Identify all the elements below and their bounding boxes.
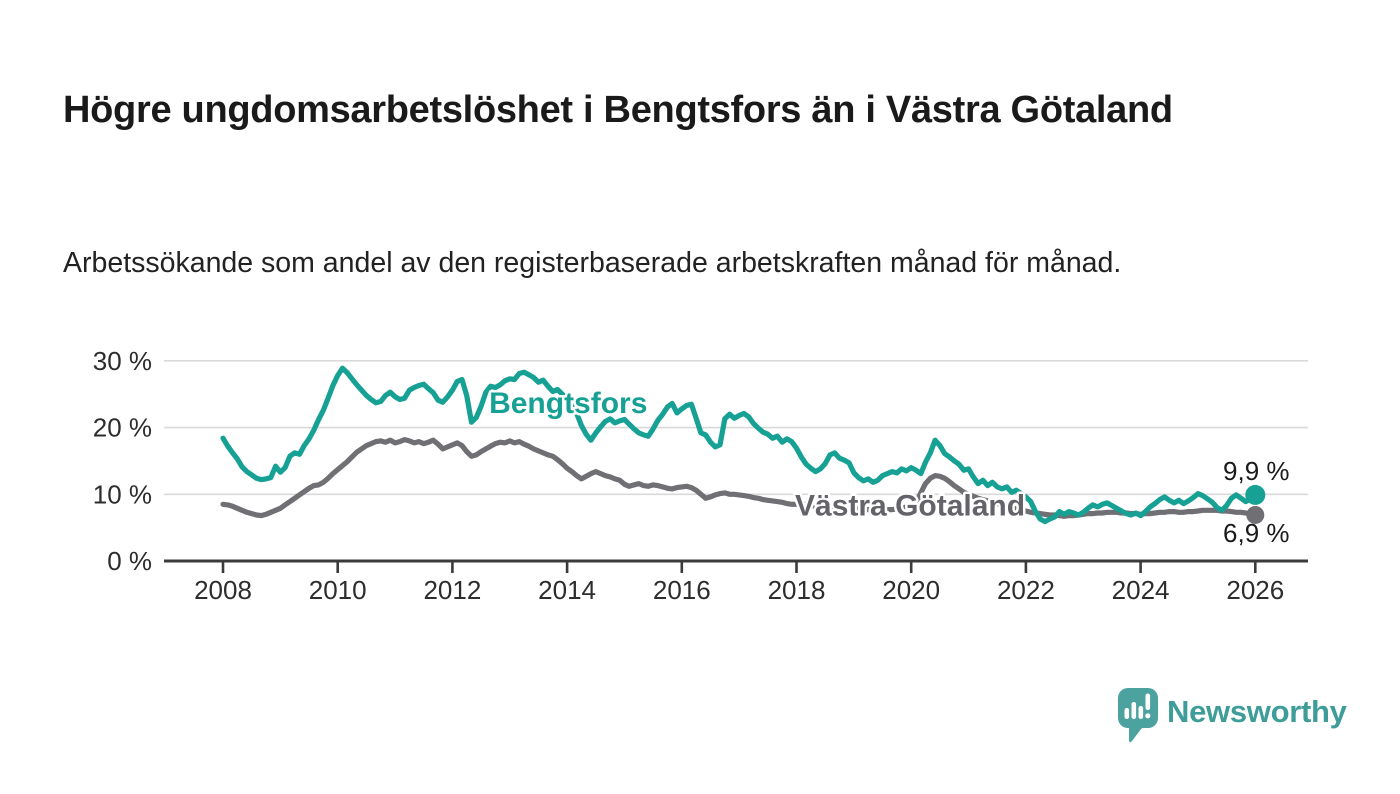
end-dot-vastra-gotaland (1246, 505, 1265, 524)
chart-title: Högre ungdomsarbetslöshet i Bengtsfors ä… (63, 89, 1173, 132)
x-tick-label: 2012 (423, 575, 481, 605)
x-tick-label: 2016 (653, 575, 711, 605)
series-label-vastra-gotaland: Västra Götaland (795, 489, 1025, 522)
x-tick-label: 2020 (882, 575, 940, 605)
x-tick-label: 2018 (768, 575, 826, 605)
y-tick-label: 30 % (93, 346, 152, 376)
end-value-label-vastra-gotaland: 6,9 % (1223, 518, 1290, 548)
x-tick-label: 2024 (1112, 575, 1170, 605)
end-dot-bengtsfors (1245, 484, 1266, 505)
logo-exclamation-bar (1145, 693, 1151, 710)
y-tick-label: 10 % (93, 479, 152, 509)
logo-bar-2 (1131, 702, 1137, 719)
y-tick-label: 20 % (93, 413, 152, 443)
logo-bar-1 (1124, 708, 1130, 719)
chart-subtitle: Arbetssökande som andel av den registerb… (63, 246, 1122, 279)
series-line-bengtsfors (220, 365, 1258, 525)
brand-wordmark: Newsworthy (1167, 694, 1347, 729)
newsworthy-logo-icon (1118, 688, 1158, 743)
x-tick-label: 2026 (1226, 575, 1284, 605)
x-tick-label: 2014 (538, 575, 596, 605)
logo-exclamation-dot (1145, 713, 1151, 719)
x-tick-label: 2008 (194, 575, 252, 605)
end-value-label-bengtsfors: 9,9 % (1223, 456, 1290, 486)
y-tick-label: 0 % (107, 546, 152, 576)
series-label-bengtsfors: Bengtsfors (489, 387, 647, 420)
x-tick-label: 2022 (997, 575, 1055, 605)
logo-bar-3 (1138, 706, 1144, 719)
x-tick-label: 2010 (309, 575, 367, 605)
